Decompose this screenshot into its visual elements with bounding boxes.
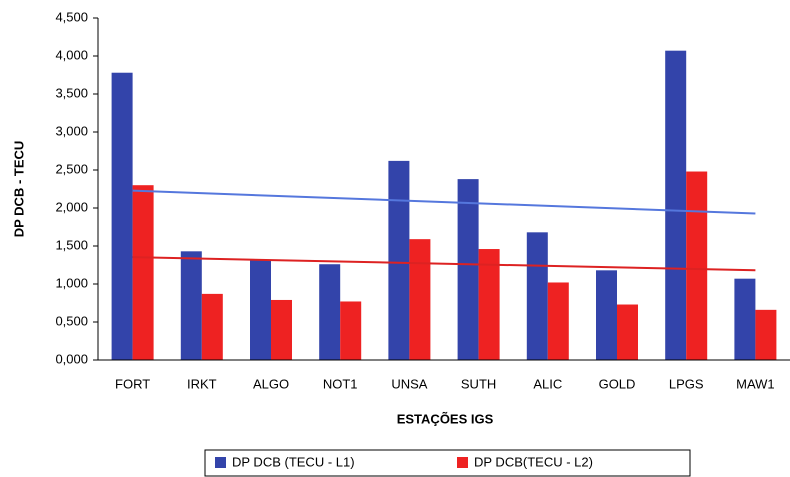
y-tick-label: 4,000 bbox=[55, 47, 88, 62]
bar bbox=[755, 309, 777, 360]
bar bbox=[409, 239, 431, 360]
y-axis-title: DP DCB - TECU bbox=[11, 141, 26, 238]
bar bbox=[596, 270, 617, 360]
bar bbox=[478, 249, 500, 360]
bar bbox=[617, 304, 638, 360]
y-tick-label: 0,000 bbox=[55, 351, 88, 366]
trend-line bbox=[132, 189, 756, 215]
x-tick-label: UNSA bbox=[391, 376, 427, 391]
y-tick-label: 2,000 bbox=[55, 199, 88, 214]
bar bbox=[340, 301, 362, 360]
y-tick-label: 2,500 bbox=[55, 161, 88, 176]
legend-swatch bbox=[215, 457, 226, 468]
legend-label: DP DCB (TECU - L1) bbox=[232, 454, 355, 469]
x-tick-label: NOT1 bbox=[323, 376, 358, 391]
bar bbox=[734, 278, 756, 360]
y-tick-label: 1,000 bbox=[55, 275, 88, 290]
y-tick-label: 0,500 bbox=[55, 313, 88, 328]
y-tick-label: 4,500 bbox=[55, 9, 88, 24]
bar bbox=[271, 299, 292, 360]
bar bbox=[457, 179, 479, 360]
legend-swatch bbox=[457, 457, 468, 468]
x-tick-label: MAW1 bbox=[736, 376, 775, 391]
y-tick-label: 3,500 bbox=[55, 85, 88, 100]
x-tick-label: FORT bbox=[115, 376, 150, 391]
y-tick-label: 1,500 bbox=[55, 237, 88, 252]
bar bbox=[526, 232, 548, 360]
legend-label: DP DCB(TECU - L2) bbox=[474, 454, 593, 469]
y-tick-label: 3,000 bbox=[55, 123, 88, 138]
x-tick-label: ALGO bbox=[253, 376, 289, 391]
x-axis-title: ESTAÇÕES IGS bbox=[397, 411, 494, 426]
x-tick-label: SUTH bbox=[461, 376, 496, 391]
bar bbox=[201, 293, 223, 360]
bar bbox=[180, 251, 202, 360]
x-tick-label: LPGS bbox=[669, 376, 704, 391]
bar bbox=[547, 282, 569, 360]
bar bbox=[111, 72, 133, 360]
bar bbox=[319, 264, 341, 360]
bar bbox=[132, 185, 154, 360]
legend-box bbox=[204, 449, 691, 477]
bar bbox=[388, 160, 410, 360]
bar bbox=[686, 171, 708, 360]
x-tick-label: GOLD bbox=[599, 376, 636, 391]
x-tick-label: ALIC bbox=[533, 376, 562, 391]
trend-line bbox=[132, 256, 756, 272]
bar bbox=[250, 260, 271, 360]
bar bbox=[665, 50, 687, 361]
x-tick-label: IRKT bbox=[187, 376, 217, 391]
